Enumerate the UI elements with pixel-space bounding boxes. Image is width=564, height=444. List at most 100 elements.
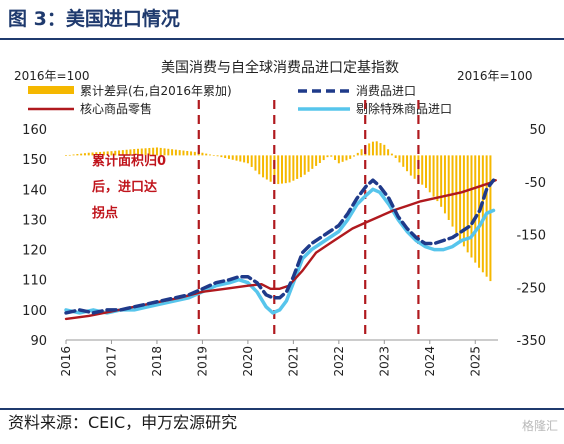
cumulative-diff-bar [205, 153, 208, 156]
cumulative-diff-bar [265, 155, 268, 180]
cumulative-diff-bar [148, 147, 151, 156]
cumulative-diff-bar [87, 152, 90, 156]
cumulative-diff-bar [337, 155, 340, 164]
y-left-tick-label: 120 [22, 244, 47, 259]
x-tick-label: 2017 [104, 346, 118, 377]
cumulative-diff-bar [432, 155, 435, 197]
cumulative-diff-bar [326, 155, 329, 158]
cumulative-diff-bar [182, 150, 185, 156]
cumulative-diff-bar [481, 155, 484, 273]
x-tick-label: 2021 [286, 346, 300, 377]
lines-layer [64, 178, 497, 321]
cumulative-diff-bar [394, 155, 397, 159]
cumulative-diff-bar [125, 149, 128, 156]
cumulative-diff-bar [159, 147, 162, 156]
cumulative-diff-bar [250, 155, 253, 167]
cumulative-diff-bar [292, 155, 295, 181]
y-right-tick-label: -50 [525, 176, 546, 191]
y-right-tick-label: -150 [516, 229, 546, 244]
cumulative-diff-bar [121, 150, 124, 156]
x-tick-label: 2019 [195, 346, 209, 377]
x-tick-label: 2023 [377, 346, 391, 377]
cumulative-diff-bar [129, 149, 132, 156]
cumulative-diff-bar [144, 148, 147, 156]
y-left-tick-label: 130 [22, 213, 47, 228]
cumulative-diff-bar [398, 155, 401, 163]
cumulative-diff-bar [341, 155, 344, 162]
cumulative-diff-bar [425, 155, 427, 188]
cumulative-diff-bar [137, 148, 139, 156]
cumulative-diff-bar [76, 154, 79, 156]
cumulative-diff-bar [118, 150, 121, 156]
x-tick-label: 2018 [150, 346, 164, 377]
figure-title: 图 3：美国进口情况 [8, 8, 180, 30]
cumulative-diff-bar [402, 155, 405, 167]
cumulative-diff-bar [421, 155, 424, 185]
cumulative-diff-bar [462, 155, 465, 247]
y-left-tick-label: 150 [22, 153, 47, 168]
cumulative-diff-bar [322, 155, 325, 161]
y-right-tick-label: -350 [516, 334, 546, 349]
cumulative-diff-bar [178, 150, 181, 156]
cumulative-diff-bar [246, 155, 249, 164]
x-tick-label: 2024 [423, 346, 437, 377]
x-tick-label: 2025 [468, 346, 482, 377]
cumulative-diff-bar [330, 155, 333, 157]
cumulative-diff-bar [273, 155, 276, 184]
cumulative-diff-bar [440, 155, 443, 207]
cumulative-diff-bar [114, 150, 117, 156]
x-tick-label: 2016 [59, 346, 73, 377]
cumulative-diff-bar [360, 149, 363, 156]
cumulative-diff-bar [231, 155, 234, 160]
cumulative-diff-bar [379, 143, 382, 156]
cumulative-diff-bar [466, 155, 469, 253]
cumulative-diff-bar [152, 147, 155, 156]
cumulative-diff-bar [72, 154, 75, 156]
title-rule [0, 38, 564, 40]
cumulative-diff-bar [311, 155, 314, 169]
cumulative-diff-bar [258, 155, 261, 175]
chart-title: 美国消费与自全球消费品进口定基指数 [161, 59, 399, 76]
cumulative-diff-bar [356, 152, 359, 156]
y-left-tick-label: 160 [22, 123, 47, 138]
cumulative-diff-bar [284, 155, 287, 184]
cumulative-diff-bar [186, 150, 189, 156]
cumulative-diff-bar [110, 151, 113, 156]
x-tick-label: 2020 [241, 346, 255, 377]
cumulative-diff-bar [413, 155, 416, 179]
annotation-line-3: 拐点 [92, 205, 118, 221]
legend-swatch-bar [28, 86, 74, 94]
cumulative-diff-bar [133, 149, 136, 156]
cumulative-diff-bar [91, 152, 94, 156]
cumulative-diff-bar [451, 155, 454, 227]
cumulative-diff-bar [239, 155, 242, 162]
y-left-tick-label: 90 [30, 334, 47, 349]
cumulative-diff-bar [299, 155, 302, 178]
annotation: 累计面积归0 后，进口达 拐点 [92, 153, 166, 221]
source-note: 资料来源：CEIC，申万宏源研究 [8, 413, 238, 432]
cumulative-diff-bar [470, 155, 473, 258]
cumulative-diff-bar [409, 155, 412, 176]
x-tick-label: 2022 [332, 346, 346, 377]
cumulative-diff-bar [65, 155, 67, 156]
cumulative-diff-bar [353, 155, 355, 157]
cumulative-diff-bar [307, 155, 310, 172]
y-left-tick-label: 100 [22, 304, 47, 319]
cumulative-diff-bar [224, 155, 227, 159]
cumulative-diff-bar [318, 155, 321, 163]
cumulative-diff-bar [243, 155, 246, 163]
watermark: 格隆汇 [521, 419, 558, 433]
cumulative-diff-bar [99, 151, 102, 156]
annotation-line-2: 后，进口达 [92, 179, 157, 195]
cumulative-diff-bar [368, 143, 371, 156]
cumulative-diff-bar [167, 148, 170, 156]
cumulative-diff-bar [68, 154, 71, 156]
cumulative-diff-bar [171, 149, 174, 156]
cumulative-diff-bar [277, 155, 280, 185]
cumulative-diff-bar [106, 151, 109, 156]
cumulative-diff-bar [447, 155, 450, 220]
legend-label-core: 核心商品零售 [80, 101, 152, 116]
cumulative-diff-bar [95, 152, 98, 156]
cumulative-diff-bar [80, 153, 83, 156]
cumulative-diff-bar [288, 155, 291, 183]
